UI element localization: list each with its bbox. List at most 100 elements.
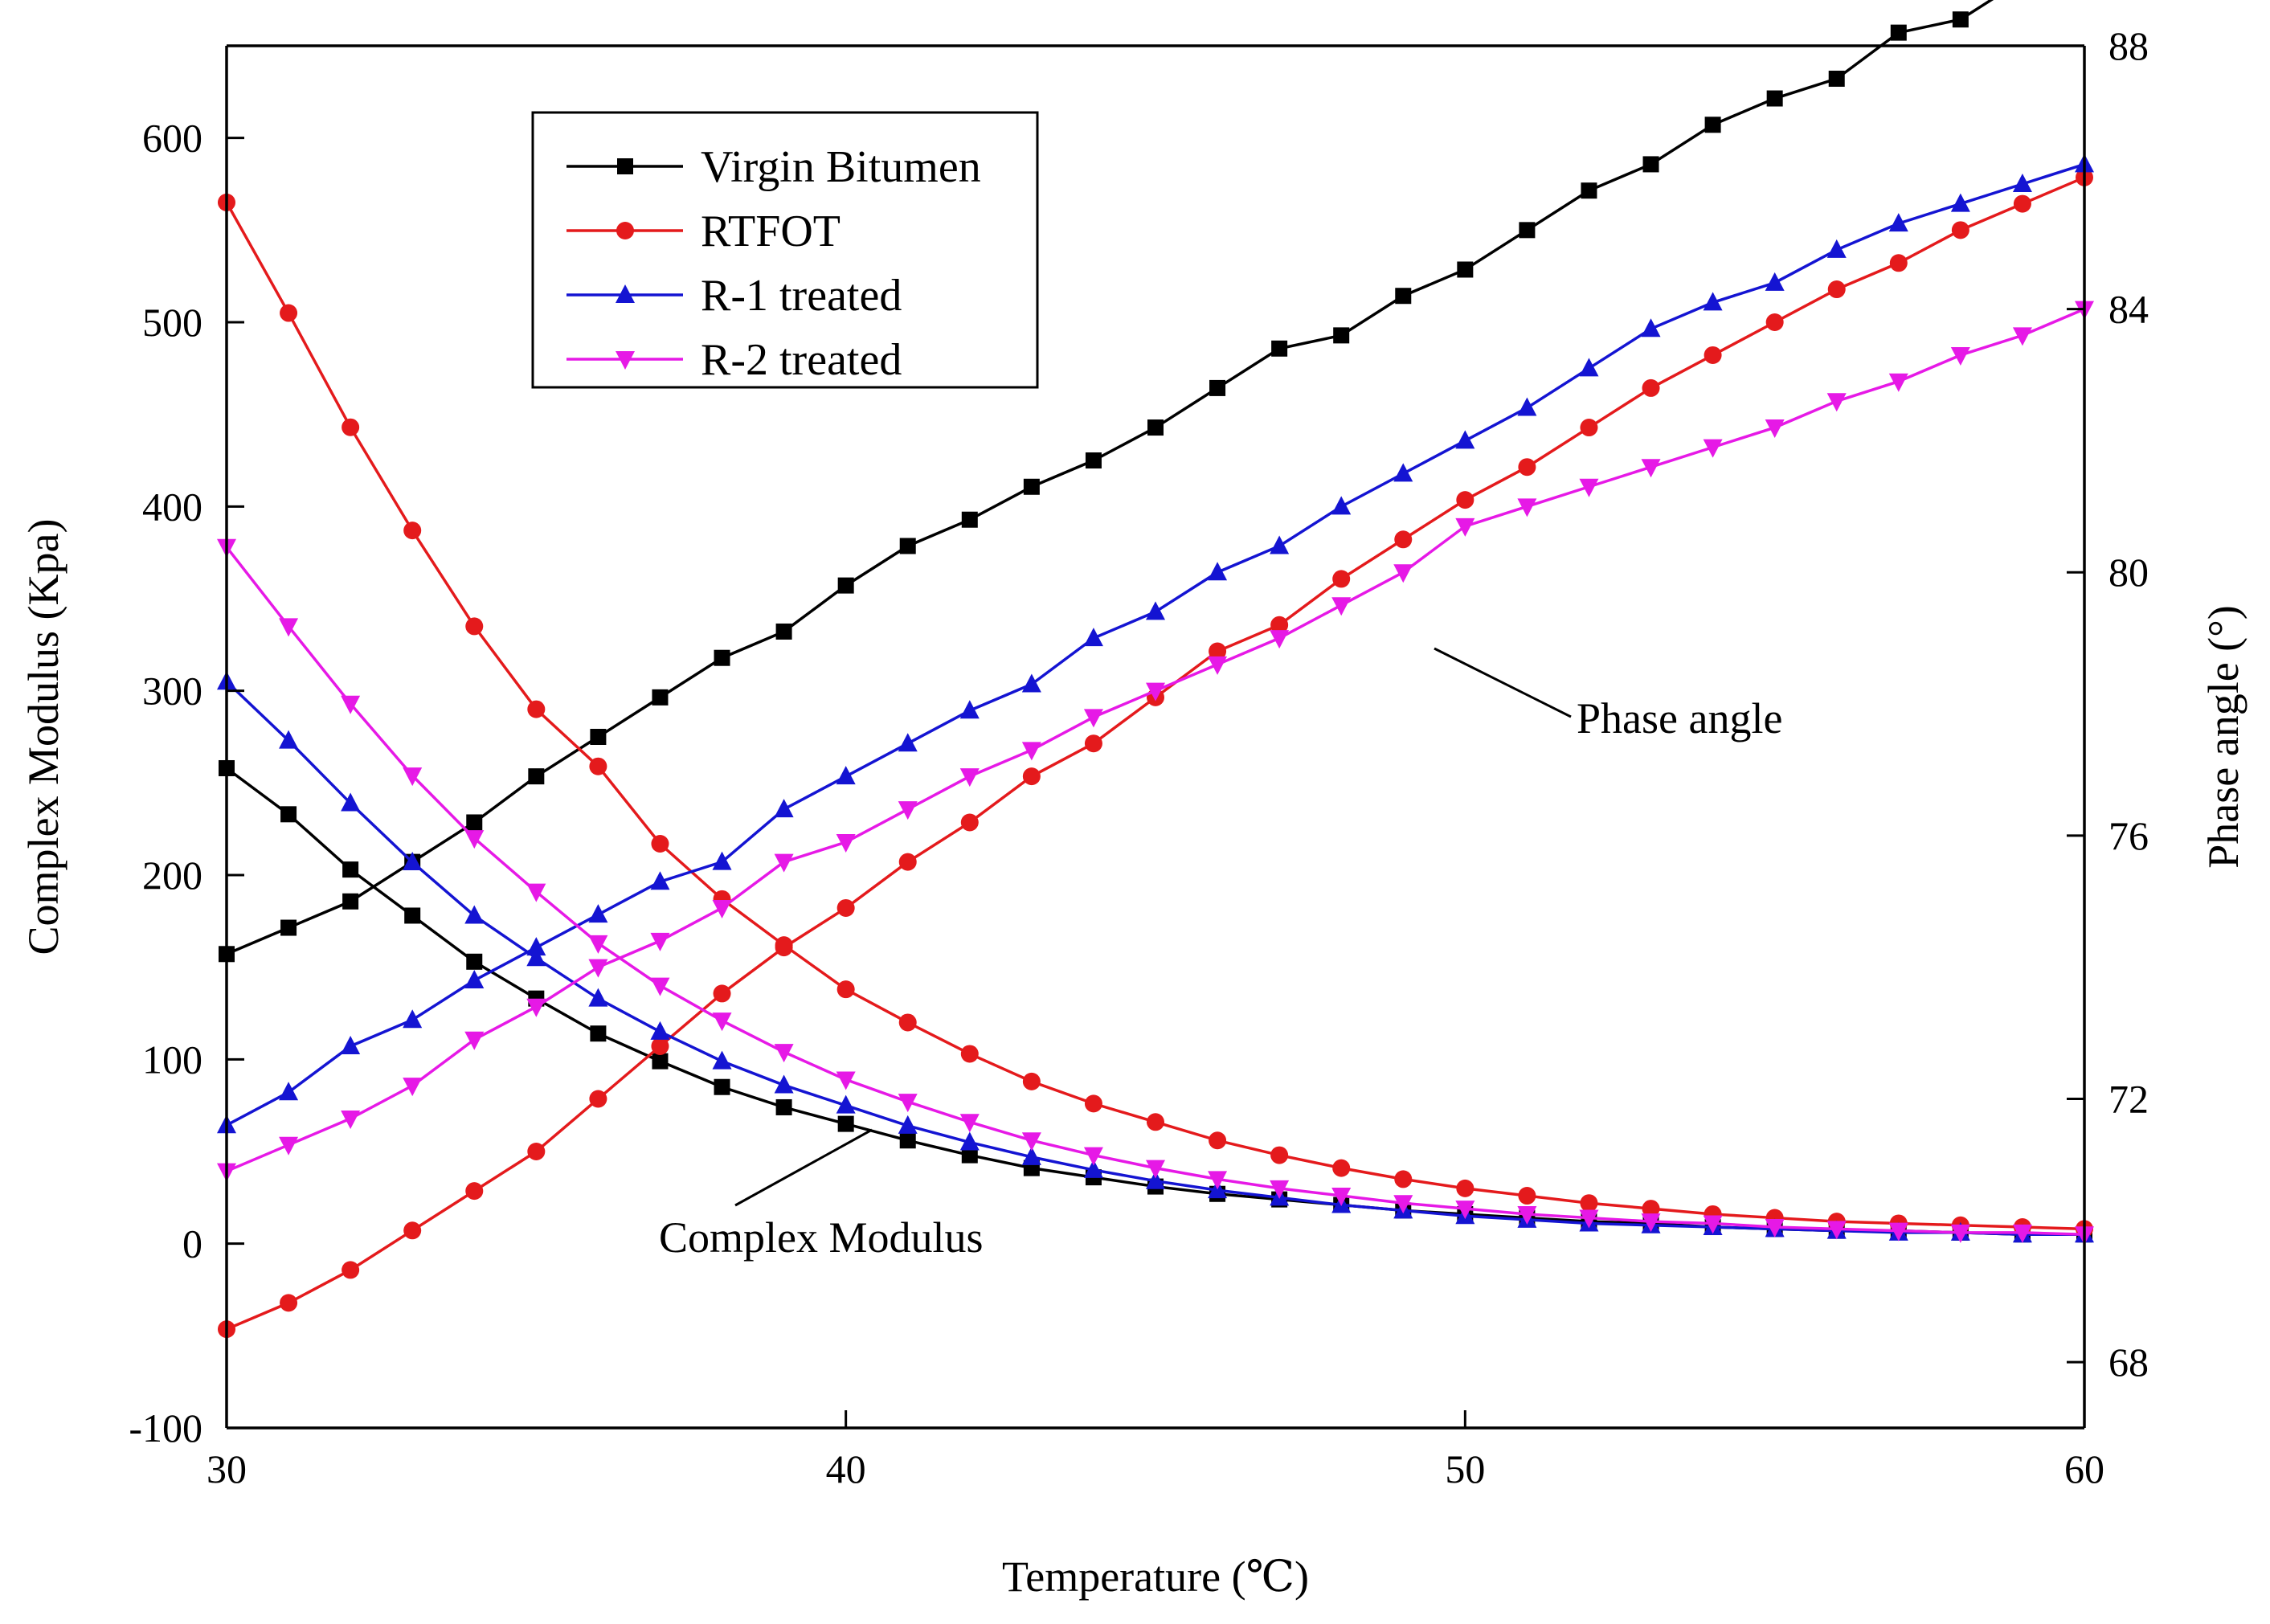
r-2-treated-modulus-point bbox=[2012, 1224, 2032, 1243]
rtfot-modulus-point bbox=[1518, 1187, 1536, 1205]
rtfot-modulus-point bbox=[527, 700, 546, 718]
virgin-bitumen-modulus-point bbox=[775, 1098, 792, 1115]
rtfot-modulus-point bbox=[465, 617, 484, 636]
virgin-bitumen-phase-point bbox=[1457, 261, 1474, 278]
r-2-treated-phase-point bbox=[1208, 656, 1228, 675]
phase-angle-label: Phase angle bbox=[1577, 694, 1782, 742]
rtfot-phase-point bbox=[1642, 378, 1660, 397]
r-2-treated-modulus-point bbox=[1455, 1201, 1475, 1220]
legend-item-r-1-treated: R-1 treated bbox=[566, 271, 902, 321]
r-2-treated-phase-point bbox=[898, 801, 918, 820]
r-2-treated-phase-point bbox=[1146, 682, 1165, 702]
r-1-treated-modulus-point bbox=[279, 730, 299, 749]
series-layer bbox=[217, 0, 2094, 1339]
rtfot-modulus-point bbox=[1147, 1113, 1164, 1131]
r-1-treated-phase-point bbox=[1703, 292, 1723, 311]
r-2-treated-modulus-point bbox=[341, 695, 361, 714]
virgin-bitumen-phase-point bbox=[466, 814, 483, 831]
phase-angle-leader-line bbox=[1434, 647, 1572, 718]
virgin-bitumen-modulus-point bbox=[590, 1025, 607, 1042]
virgin-bitumen-modulus-point bbox=[342, 861, 359, 878]
r-2-treated-phase-point bbox=[712, 899, 732, 918]
rtfot-phase-point bbox=[342, 1261, 360, 1279]
r-1-treated-phase-point bbox=[1888, 213, 1908, 232]
virgin-bitumen-modulus-point bbox=[714, 1078, 730, 1095]
rtfot-phase-point bbox=[1827, 280, 1846, 299]
left-y-tick-label: 600 bbox=[142, 116, 202, 161]
rtfot-modulus-point bbox=[898, 1013, 917, 1032]
r-1-treated-phase-point bbox=[526, 937, 546, 956]
rtfot-phase-point bbox=[1889, 254, 1908, 272]
r-2-treated-phase-point bbox=[1950, 346, 1970, 366]
rtfot-modulus-point bbox=[651, 835, 669, 853]
rtfot-phase-point bbox=[1704, 346, 1722, 364]
r-2-treated-modulus-point bbox=[1083, 1147, 1103, 1166]
virgin-bitumen-phase-point bbox=[1642, 156, 1659, 173]
r-1-treated-phase-point bbox=[464, 970, 485, 989]
r-2-treated-phase-point bbox=[1021, 742, 1041, 761]
r-1-treated-phase-point bbox=[1083, 628, 1103, 647]
r-2-treated-phase-point bbox=[1517, 498, 1537, 517]
r-1-treated-phase-point bbox=[1393, 463, 1413, 482]
right-y-tick-label: 80 bbox=[2108, 550, 2149, 595]
rtfot-phase-point bbox=[1022, 767, 1041, 786]
right-y-axis-title: Phase angle (°) bbox=[2199, 605, 2248, 868]
legend-item-rtfot: RTFOT bbox=[566, 207, 841, 256]
r-2-treated-phase-point bbox=[279, 1136, 299, 1156]
r-1-treated-modulus-point bbox=[898, 1115, 918, 1134]
r-2-treated-modulus-point bbox=[836, 1071, 856, 1090]
right-y-tick-label: 68 bbox=[2108, 1340, 2149, 1385]
r-2-treated-phase-point bbox=[526, 998, 546, 1017]
virgin-bitumen-phase-point bbox=[342, 893, 359, 910]
r-2-treated-phase-point bbox=[341, 1111, 361, 1130]
plot-frame bbox=[225, 44, 2086, 1430]
r-2-treated-phase-point bbox=[1765, 419, 1785, 439]
rtfot-modulus-point bbox=[1456, 1179, 1474, 1197]
r-1-treated-phase-point bbox=[1455, 430, 1475, 449]
r-1-treated-modulus-point bbox=[341, 792, 361, 812]
r-2-treated-modulus-point bbox=[464, 830, 485, 849]
r-1-treated-modulus-point bbox=[464, 905, 485, 924]
rtfot-phase-point bbox=[2013, 194, 2031, 213]
left-y-tick-label: 200 bbox=[142, 853, 202, 898]
virgin-bitumen-phase-point bbox=[528, 768, 545, 785]
r-1-treated-phase-point bbox=[1641, 318, 1661, 337]
legend-item-virgin-bitumen: Virgin Bitumen bbox=[566, 142, 981, 192]
left-y-tick-label: 0 bbox=[182, 1221, 202, 1266]
legend-swatch-marker bbox=[616, 351, 635, 370]
left-y-tick-label: 300 bbox=[142, 669, 202, 714]
r-1-treated-phase-point bbox=[403, 1009, 423, 1029]
rtfot-phase-point bbox=[1951, 221, 1969, 239]
r-2-treated-phase-point bbox=[588, 959, 608, 978]
virgin-bitumen-phase-point bbox=[652, 689, 669, 706]
legend-entries: Virgin Bitumen RTFOT R-1 treated R-2 treate… bbox=[566, 142, 981, 385]
r-2-treated-phase-point bbox=[464, 1031, 485, 1050]
rtfot-modulus-point bbox=[403, 522, 422, 540]
r-2-treated-phase-point bbox=[1703, 439, 1723, 458]
rtfot-phase-point bbox=[775, 939, 793, 957]
virgin-bitumen-phase-point bbox=[1147, 419, 1164, 436]
series-r-2-treated bbox=[217, 301, 2094, 1246]
rtfot-phase-point bbox=[465, 1182, 484, 1201]
r-2-treated-modulus-point bbox=[1579, 1209, 1599, 1229]
left-y-tick-label: 400 bbox=[142, 484, 202, 529]
complex-modulus-leader-line bbox=[734, 1128, 873, 1207]
right-y-tick-label: 76 bbox=[2108, 813, 2149, 858]
rtfot-modulus-point bbox=[1580, 1194, 1598, 1213]
r-1-treated-modulus-point bbox=[959, 1131, 980, 1151]
x-tick-label: 60 bbox=[2064, 1446, 2104, 1491]
rtfot-phase-point bbox=[713, 984, 731, 1003]
x-tick-label: 40 bbox=[826, 1446, 866, 1491]
rtfot-phase-point bbox=[1209, 642, 1227, 661]
virgin-bitumen-modulus-point bbox=[961, 1147, 978, 1164]
rtfot-phase-point bbox=[1518, 458, 1536, 477]
r-1-treated-modulus-point bbox=[712, 1050, 732, 1070]
virgin-bitumen-phase-point bbox=[1209, 379, 1226, 396]
r-2-treated-modulus-point bbox=[1270, 1180, 1290, 1199]
r-1-treated-phase-point bbox=[1517, 397, 1537, 416]
left-y-tick-label: 500 bbox=[142, 300, 202, 345]
virgin-bitumen-modulus-point bbox=[837, 1115, 854, 1132]
legend-swatch-marker bbox=[617, 158, 633, 174]
virgin-bitumen-phase-point bbox=[280, 919, 297, 936]
